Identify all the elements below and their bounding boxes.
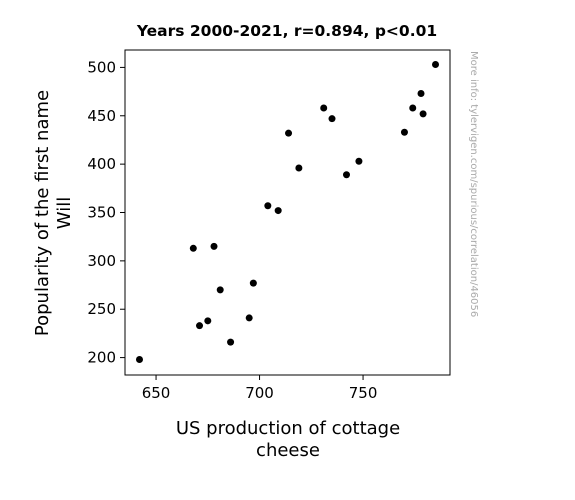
data-point [409,104,417,112]
data-points [135,61,440,364]
x-axis-label: US production of cottage cheese [176,418,400,461]
data-point [320,104,328,112]
x-tick-label: 700 [245,384,274,402]
y-tick-label: 250 [87,300,116,318]
data-point [249,279,257,287]
plot-area-frame [124,49,451,376]
data-point [400,128,408,136]
data-point [189,244,197,252]
data-point [245,314,253,322]
x-axis-label-line-2: cheese [256,440,320,461]
x-tick-label: 650 [142,384,171,402]
y-tick-label: 400 [87,155,116,173]
data-point [432,61,440,69]
data-point [417,90,425,98]
y-axis-label-line-1: Popularity of the first name [32,90,53,336]
y-tick-label: 300 [87,252,116,270]
data-point [227,338,235,346]
y-tick-label: 450 [87,107,116,125]
data-point [196,322,204,330]
data-point [274,207,282,215]
data-point [210,242,218,250]
axis-ticks: 650 700 750 200 250 300 350 400 450 500 [87,58,377,402]
data-point [419,110,427,118]
data-point [216,286,224,294]
x-axis-label-line-1: US production of cottage [176,418,400,439]
y-axis-label-line-2: Will [54,197,75,229]
data-point [355,157,363,165]
y-tick-label: 350 [87,204,116,222]
y-axis-label: Popularity of the first name Will [32,90,75,336]
data-point [135,356,143,364]
data-point [342,171,350,179]
x-tick-label: 750 [349,384,378,402]
source-note: More info: tylervigen.com/spurious/corre… [468,51,479,317]
data-point [285,129,293,137]
y-tick-label: 500 [87,58,116,76]
chart-title: Years 2000-2021, r=0.894, p<0.01 [136,22,437,40]
data-point [264,202,272,210]
data-point [204,317,212,325]
data-point [328,115,336,123]
data-point [295,164,303,172]
y-tick-label: 200 [87,349,116,367]
